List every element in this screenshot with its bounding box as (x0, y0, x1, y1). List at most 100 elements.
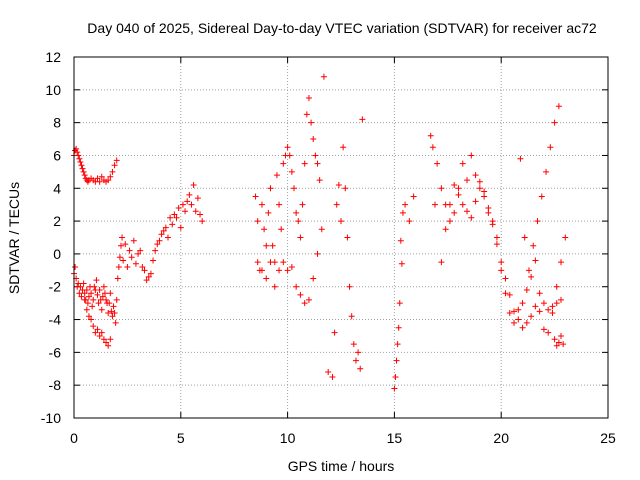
data-point (333, 201, 340, 208)
data-point (78, 162, 85, 169)
series-upper-early (71, 145, 120, 185)
data-point (76, 290, 83, 297)
data-point (103, 296, 110, 303)
data-point (117, 242, 124, 249)
data-point (451, 209, 458, 216)
data-point (197, 211, 204, 218)
data-point (305, 296, 312, 303)
data-point (560, 341, 567, 348)
data-point (182, 208, 189, 215)
data-point (301, 160, 308, 167)
data-point (145, 273, 152, 280)
data-point (301, 300, 308, 307)
data-point (93, 277, 100, 284)
data-point (280, 259, 287, 266)
y-tick-label: -4 (49, 312, 62, 328)
data-point (265, 209, 272, 216)
data-point (391, 385, 398, 392)
data-point (476, 178, 483, 185)
data-point (80, 280, 87, 287)
data-point (108, 308, 115, 315)
data-point (320, 73, 327, 80)
data-point (74, 149, 81, 156)
data-point (79, 165, 86, 172)
data-point (107, 173, 114, 180)
data-point (532, 257, 539, 264)
data-point (357, 365, 364, 372)
data-point (553, 342, 560, 349)
data-point (506, 309, 513, 316)
data-point (288, 264, 295, 271)
data-point (553, 283, 560, 290)
data-point (511, 319, 518, 326)
series-scattered-15-16 (391, 193, 417, 392)
y-axis-label: SDTVAR / TECUs (6, 182, 22, 294)
x-tick-label: 25 (600, 430, 616, 446)
data-point (493, 234, 500, 241)
data-point (305, 95, 312, 102)
data-point (97, 296, 104, 303)
data-point (101, 290, 108, 297)
data-point (286, 152, 293, 159)
data-point (269, 242, 276, 249)
data-point (310, 136, 317, 143)
data-point (528, 273, 535, 280)
y-tick-label: 4 (53, 180, 61, 196)
x-axis-label: GPS time / hours (288, 458, 395, 474)
data-point (506, 291, 513, 298)
data-point (130, 237, 137, 244)
data-point (132, 260, 139, 267)
data-point (109, 168, 116, 175)
data-point (540, 326, 547, 333)
data-point (94, 291, 101, 298)
data-point (110, 303, 117, 310)
data-point (316, 177, 323, 184)
data-point (112, 319, 119, 326)
data-point (402, 201, 409, 208)
y-tick-label: 8 (53, 115, 61, 131)
y-tick-label: 0 (53, 246, 61, 262)
data-point (267, 259, 274, 266)
data-point (293, 209, 300, 216)
data-point (431, 201, 438, 208)
data-point (75, 152, 82, 159)
data-point (171, 211, 178, 218)
data-point (124, 264, 131, 271)
series-upper-afternoon (427, 132, 565, 331)
data-point (160, 227, 167, 234)
data-point (81, 290, 88, 297)
data-point (276, 267, 283, 274)
x-tick-label: 10 (280, 430, 296, 446)
data-point (94, 326, 101, 333)
data-point (543, 168, 550, 175)
data-point (438, 259, 445, 266)
data-point (406, 218, 413, 225)
data-point (90, 323, 97, 330)
data-point (98, 306, 105, 313)
data-point (162, 224, 169, 231)
data-point (297, 234, 304, 241)
data-point (523, 319, 530, 326)
data-point (98, 173, 105, 180)
data-point (179, 201, 186, 208)
data-point (498, 259, 505, 266)
data-point (392, 373, 399, 380)
data-point (122, 241, 129, 248)
data-point (555, 103, 562, 110)
data-point (551, 336, 558, 343)
data-point (119, 234, 126, 241)
data-point (511, 308, 518, 315)
series-wavy-morning (122, 181, 201, 284)
data-point (92, 329, 99, 336)
data-point (335, 181, 342, 188)
data-point (107, 336, 114, 343)
data-point (114, 275, 121, 282)
data-point (105, 309, 112, 316)
data-point (80, 168, 87, 175)
y-tick-label: 10 (45, 82, 61, 98)
data-point (95, 300, 102, 307)
data-point (89, 303, 96, 310)
data-point (525, 267, 532, 274)
data-point (154, 241, 161, 248)
series-scattered-12-14 (320, 73, 366, 380)
